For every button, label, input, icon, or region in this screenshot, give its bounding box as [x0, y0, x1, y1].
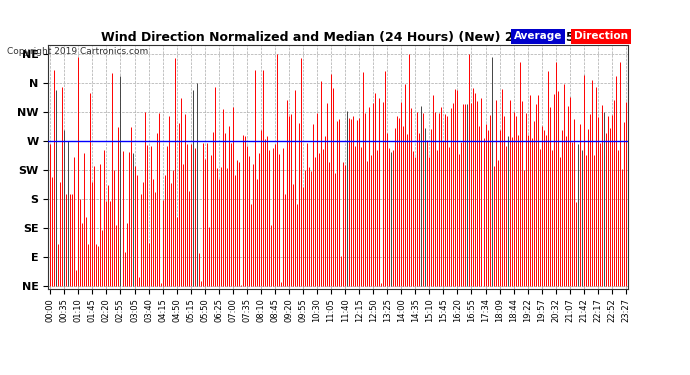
Title: Wind Direction Normalized and Median (24 Hours) (New) 20190925: Wind Direction Normalized and Median (24…: [101, 31, 575, 44]
Text: Copyright 2019 Cartronics.com: Copyright 2019 Cartronics.com: [7, 47, 148, 56]
Text: Average: Average: [514, 31, 562, 41]
Text: Direction: Direction: [574, 31, 628, 41]
